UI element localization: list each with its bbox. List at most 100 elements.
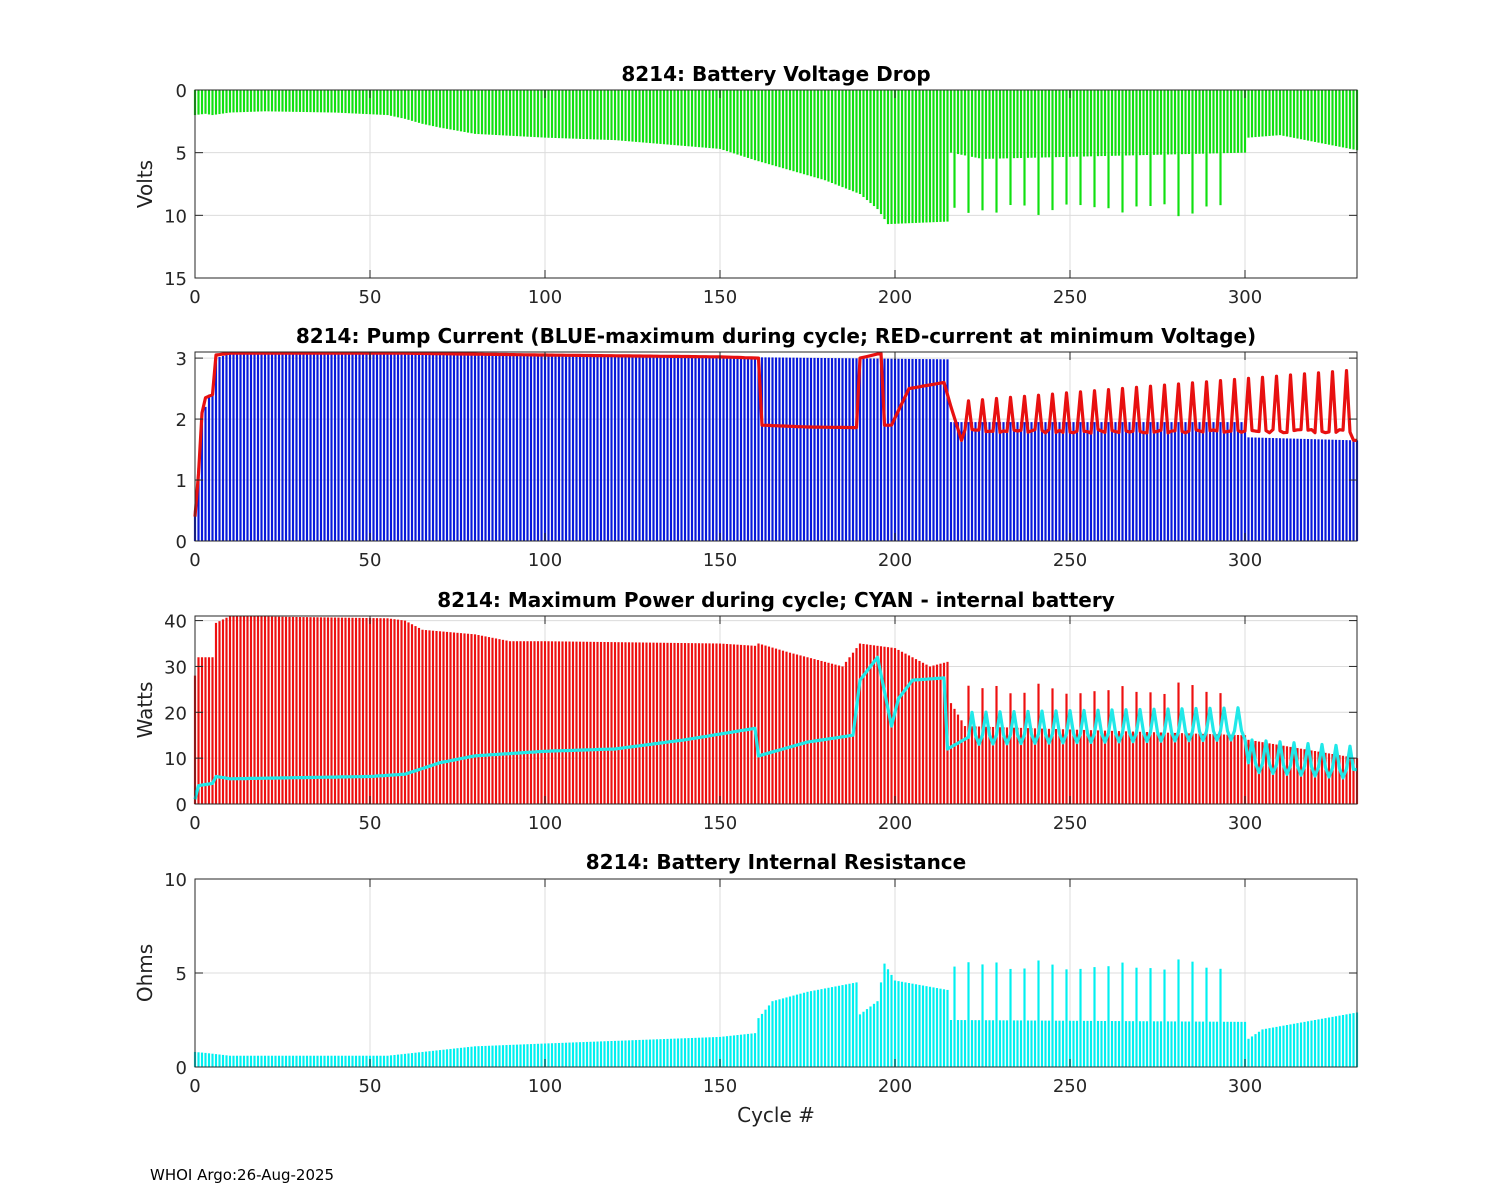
- bar-resistance-0: [827, 987, 830, 1067]
- bar-power-0: [939, 663, 942, 804]
- bar-current-0: [949, 422, 953, 541]
- bar-power-0: [571, 641, 575, 804]
- bar-voltage-0: [1243, 90, 1247, 153]
- bar-power-0: [669, 642, 673, 804]
- bar-power-0: [242, 616, 246, 804]
- bar-resistance-0: [470, 1046, 473, 1067]
- bar-power-0: [981, 688, 984, 804]
- bar-resistance-0: [1072, 1020, 1075, 1067]
- bar-voltage-0: [466, 90, 470, 133]
- bar-current-0: [319, 353, 323, 541]
- bar-resistance-0: [858, 1014, 862, 1067]
- bar-voltage-0: [827, 90, 830, 182]
- bar-power-0: [1089, 730, 1093, 804]
- bar-voltage-0: [1026, 90, 1030, 158]
- y-tick-label: 10: [164, 870, 187, 891]
- bar-voltage-0: [459, 90, 463, 132]
- bar-resistance-0: [1145, 1021, 1149, 1067]
- bar-power-0: [1117, 731, 1121, 804]
- bar-current-0: [823, 358, 827, 541]
- bar-voltage-0: [760, 90, 764, 163]
- bar-resistance-0: [666, 1038, 669, 1067]
- bar-resistance-0: [732, 1035, 736, 1067]
- bar-resistance-0: [1156, 1021, 1159, 1067]
- bar-power-0: [624, 642, 627, 804]
- bar-voltage-0: [1058, 90, 1061, 158]
- bar-voltage-0: [596, 90, 599, 140]
- bar-resistance-0: [456, 1048, 459, 1067]
- bar-voltage-0: [435, 90, 438, 127]
- bar-resistance-0: [225, 1055, 228, 1067]
- bar-power-0: [760, 644, 764, 804]
- bar-current-0: [351, 353, 354, 541]
- bar-voltage-0: [974, 90, 977, 158]
- bar-power-0: [218, 621, 221, 804]
- bar-voltage-0: [995, 90, 998, 213]
- bar-voltage-0: [1313, 90, 1317, 142]
- bar-current-0: [673, 356, 676, 541]
- bar-current-0: [312, 353, 316, 541]
- bar-voltage-0: [540, 90, 543, 138]
- bar-voltage-0: [284, 90, 288, 112]
- bar-power-0: [620, 642, 624, 804]
- bar-resistance-0: [1177, 959, 1180, 1067]
- bar-power-0: [417, 627, 421, 804]
- bar-voltage-0: [410, 90, 414, 121]
- bar-resistance-0: [953, 966, 956, 1067]
- bar-voltage-0: [477, 90, 480, 135]
- bar-resistance-0: [757, 1018, 760, 1067]
- bar-voltage-0: [463, 90, 466, 132]
- bar-current-0: [662, 356, 666, 541]
- bar-voltage-0: [1163, 90, 1166, 205]
- bar-current-0: [459, 354, 463, 541]
- bar-power-0: [694, 643, 697, 804]
- bar-resistance-0: [473, 1046, 477, 1067]
- bar-power-0: [197, 657, 200, 804]
- bar-voltage-0: [368, 90, 372, 115]
- bar-voltage-0: [977, 90, 981, 159]
- bar-power-0: [613, 642, 617, 804]
- bar-power-0: [288, 616, 291, 804]
- power-lines: [193, 655, 1358, 800]
- bar-power-0: [326, 617, 330, 804]
- bar-voltage-0: [295, 90, 298, 112]
- bar-voltage-0: [1226, 90, 1229, 154]
- bar-resistance-0: [281, 1055, 284, 1067]
- bar-resistance-0: [1345, 1014, 1348, 1067]
- bar-power-0: [428, 630, 431, 804]
- bar-power-0: [295, 616, 298, 804]
- bar-resistance-0: [1201, 1021, 1205, 1067]
- bar-resistance-0: [347, 1055, 351, 1067]
- bar-voltage-0: [1282, 90, 1285, 136]
- bar-current-0: [1334, 439, 1338, 541]
- bar-resistance-0: [1019, 1020, 1023, 1067]
- bar-power-0: [340, 617, 344, 804]
- bar-current-0: [886, 358, 890, 541]
- bar-voltage-0: [330, 90, 333, 113]
- bar-resistance-0: [407, 1053, 410, 1067]
- bar-current-0: [883, 358, 886, 541]
- bar-voltage-0: [925, 90, 928, 223]
- bar-voltage-0: [1201, 90, 1205, 154]
- bar-voltage-0: [1173, 90, 1177, 155]
- bar-resistance-0: [452, 1048, 456, 1067]
- bar-power-0: [463, 633, 466, 804]
- bar-power-0: [662, 642, 666, 804]
- current-lines: [193, 351, 1358, 517]
- bar-current-0: [428, 354, 431, 541]
- bar-voltage-0: [417, 90, 421, 123]
- bar-resistance-0: [729, 1035, 732, 1067]
- bar-power-0: [515, 641, 519, 804]
- bar-power-0: [809, 658, 813, 804]
- bar-voltage-0: [627, 90, 631, 142]
- bar-power-0: [1180, 733, 1184, 804]
- bar-resistance-0: [249, 1055, 253, 1067]
- x-tick-label: 50: [359, 550, 382, 571]
- bar-power-0: [1068, 729, 1072, 804]
- bar-voltage-0: [312, 90, 316, 113]
- bar-resistance-0: [750, 1033, 753, 1067]
- bar-current-0: [386, 353, 389, 541]
- bar-voltage-0: [277, 90, 281, 112]
- bar-voltage-0: [361, 90, 365, 114]
- bar-current-0: [1320, 439, 1324, 541]
